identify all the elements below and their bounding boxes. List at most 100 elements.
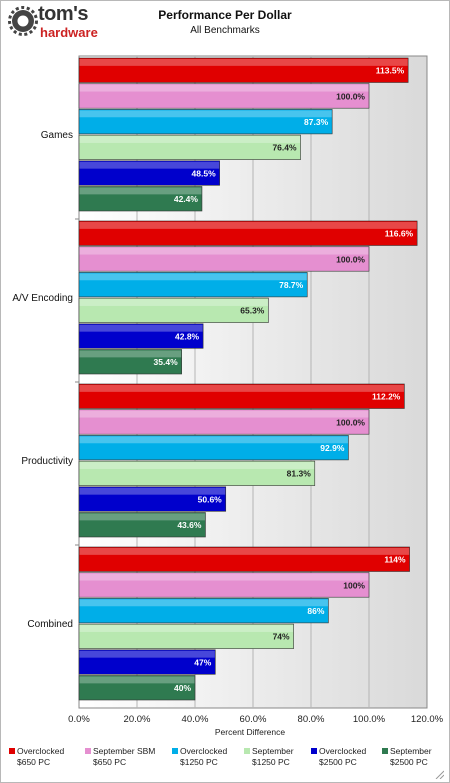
x-tick-labels: 0.0% 20.0% 40.0% 60.0% 80.0% 100.0% 120.0% xyxy=(68,714,443,725)
bar-data-label: 100.0% xyxy=(336,417,365,427)
bar xyxy=(78,649,216,675)
bar-data-label: 78.7% xyxy=(279,280,304,290)
bar-data-label: 35.4% xyxy=(154,357,179,367)
legend-item: September $2500 PC xyxy=(382,746,432,768)
bar xyxy=(78,460,316,486)
legend-item: September $1250 PC xyxy=(244,746,294,768)
bar xyxy=(78,546,410,572)
bar-highlight xyxy=(79,650,215,658)
resize-grip-icon xyxy=(435,770,444,779)
legend-label-line1: September xyxy=(390,746,432,756)
bar-data-label: 116.6% xyxy=(385,229,414,239)
legend-label-line2: $1250 PC xyxy=(252,757,290,767)
bar-data-label: 40% xyxy=(174,683,191,693)
bar-highlight xyxy=(79,676,195,684)
bar xyxy=(78,409,370,435)
bar-data-label: 65.3% xyxy=(240,306,265,316)
bar xyxy=(78,83,370,109)
bar xyxy=(78,623,294,649)
bar-highlight xyxy=(79,324,203,332)
x-tick-label: 120.0% xyxy=(411,714,444,725)
bar-highlight xyxy=(79,599,328,607)
legend-label-line2: $1250 PC xyxy=(180,757,218,767)
legend-swatch xyxy=(244,748,250,754)
legend-label-line1: Overclocked xyxy=(180,746,228,756)
logo-sub-text: hardware xyxy=(40,25,98,40)
bar-data-label: 113.5% xyxy=(376,66,405,76)
bar xyxy=(78,272,308,298)
bar-highlight xyxy=(79,187,202,195)
bar-data-label: 50.6% xyxy=(198,494,223,504)
bar-highlight xyxy=(79,161,220,169)
bar xyxy=(78,675,196,701)
bar xyxy=(78,246,370,272)
legend-swatch xyxy=(311,748,317,754)
bar-highlight xyxy=(79,247,369,255)
x-axis-label: Percent Difference xyxy=(215,727,286,737)
logo-gear-icon xyxy=(8,6,38,36)
x-tick-label: 0.0% xyxy=(68,714,90,725)
category-label: Games xyxy=(41,130,73,141)
bar-highlight xyxy=(79,110,332,118)
bar xyxy=(78,220,418,246)
bar-data-label: 76.4% xyxy=(272,143,297,153)
bar-highlight xyxy=(79,273,307,281)
bar-data-label: 43.6% xyxy=(177,520,202,530)
legend-item: Overclocked $1250 PC xyxy=(172,746,227,768)
legend-label-line1: September xyxy=(252,746,294,756)
bar-highlight xyxy=(79,462,315,469)
bar-highlight xyxy=(79,350,182,358)
bar-data-label: 112.2% xyxy=(372,392,401,402)
bar-highlight xyxy=(79,84,369,92)
category-labels: Games A/V Encoding Productivity Combined xyxy=(12,130,79,630)
bar xyxy=(78,57,409,83)
bar-highlight xyxy=(79,625,294,632)
bar-highlight xyxy=(79,487,226,495)
bar-data-label: 81.3% xyxy=(287,469,312,479)
bar-highlight xyxy=(79,222,417,229)
x-tick-label: 20.0% xyxy=(124,714,151,725)
bar-highlight xyxy=(79,136,301,143)
bar-highlight xyxy=(79,573,369,581)
legend-label-line2: $2500 PC xyxy=(390,757,428,767)
bar-data-label: 92.9% xyxy=(320,443,345,453)
bar-data-label: 47% xyxy=(194,657,211,667)
bar-highlight xyxy=(79,513,205,521)
bar xyxy=(78,486,227,512)
legend-swatch xyxy=(85,748,91,754)
tomshardware-logo: tom's hardware xyxy=(8,3,128,52)
bar xyxy=(78,186,203,212)
bar-data-label: 86% xyxy=(307,606,324,616)
legend-swatch xyxy=(9,748,15,754)
x-tick-label: 40.0% xyxy=(182,714,209,725)
legend-label-line2: $2500 PC xyxy=(319,757,357,767)
bar-highlight xyxy=(79,59,408,66)
bar xyxy=(78,323,204,349)
bars: 113.5% 100.0% 87.3% 76.4% 48.5% 42.4% 116.6% 10… xyxy=(78,57,418,701)
bar xyxy=(78,383,405,409)
legend-swatch xyxy=(172,748,178,754)
bar xyxy=(78,598,329,624)
legend-item: Overclocked $650 PC xyxy=(9,746,64,768)
bar-data-label: 74% xyxy=(273,632,290,642)
legend-label-line2: $650 PC xyxy=(93,757,127,767)
logo-main-text: tom's xyxy=(38,3,89,25)
chart-title: Performance Per Dollar xyxy=(158,8,292,22)
bar xyxy=(78,109,333,135)
legend-label-line1: September SBM xyxy=(93,746,156,756)
bar xyxy=(78,160,220,186)
category-label: Combined xyxy=(27,619,73,630)
bar xyxy=(78,297,269,323)
bar xyxy=(78,134,301,160)
x-tick-label: 80.0% xyxy=(298,714,325,725)
bar xyxy=(78,349,182,375)
bar xyxy=(78,512,206,538)
legend-item: Overclocked $2500 PC xyxy=(311,746,366,768)
legend-label-line1: Overclocked xyxy=(319,746,367,756)
bar-highlight xyxy=(79,548,410,555)
bar-data-label: 100% xyxy=(343,580,365,590)
bar-highlight xyxy=(79,299,268,306)
category-label: A/V Encoding xyxy=(12,293,73,304)
x-tick-label: 100.0% xyxy=(353,714,386,725)
